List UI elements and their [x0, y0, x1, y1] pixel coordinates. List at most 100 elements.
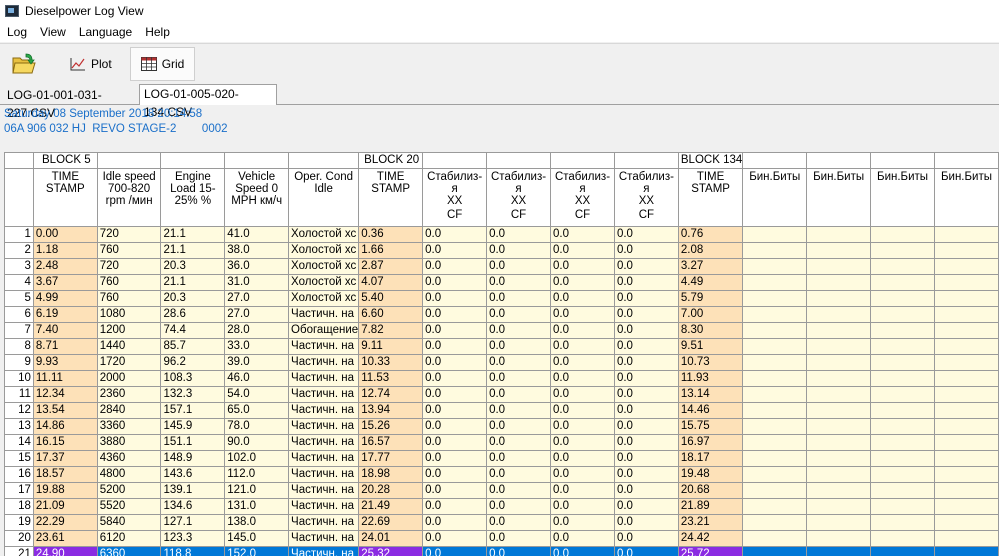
column-header[interactable]: Idle speed 700-820 rpm /мин [96, 168, 162, 227]
grid-cell[interactable]: 0.0 [613, 338, 679, 355]
grid-cell[interactable] [806, 322, 872, 339]
column-header[interactable]: Бин.Биты [806, 168, 872, 227]
grid-cell[interactable] [742, 306, 808, 323]
grid-cell[interactable]: 21.89 [677, 498, 744, 515]
grid-cell[interactable] [806, 450, 872, 467]
grid-cell[interactable]: 74.4 [160, 322, 226, 339]
grid-cell[interactable] [933, 546, 999, 556]
grid-cell[interactable]: 4.07 [358, 274, 424, 291]
grid-cell[interactable]: 20.3 [160, 258, 226, 275]
grid-cell[interactable] [742, 482, 808, 499]
grid-cell[interactable]: 2360 [96, 386, 162, 403]
grid-cell[interactable]: 0.0 [422, 530, 488, 547]
grid-cell[interactable]: 0.0 [422, 370, 488, 387]
grid-cell[interactable]: 21.49 [358, 498, 424, 515]
table-row[interactable]: 14 16.15 3880 151.1 90.0 Частичн. на 16.57 0.0 0… [4, 434, 999, 451]
grid-cell[interactable] [870, 546, 935, 556]
grid-cell[interactable]: 0.0 [550, 242, 615, 259]
grid-cell[interactable]: 0.0 [422, 514, 488, 531]
grid-cell[interactable]: Частичн. на [288, 466, 360, 483]
grid-cell[interactable] [870, 418, 935, 435]
table-row[interactable]: 5 4.99 760 20.3 27.0 Холостой хс 5.40 0.0 0.0 0.0… [4, 290, 999, 307]
grid-cell[interactable]: 0.0 [613, 402, 679, 419]
grid-cell[interactable]: 17.37 [32, 450, 98, 467]
grid-cell[interactable]: 0.0 [422, 306, 488, 323]
column-header[interactable]: TIME STAMP [32, 168, 98, 227]
grid-cell[interactable]: 22.69 [358, 514, 424, 531]
grid-cell[interactable] [933, 482, 999, 499]
grid-cell[interactable]: 0.0 [550, 434, 615, 451]
table-row[interactable]: 7 7.40 1200 74.4 28.0 Обогащение 7.82 0.0 0.0 0.0… [4, 322, 999, 339]
grid-cell[interactable]: 16.97 [677, 434, 744, 451]
grid-cell[interactable] [806, 498, 872, 515]
grid-cell[interactable]: 16.15 [32, 434, 98, 451]
menu-help[interactable]: Help [145, 25, 170, 39]
grid-cell[interactable]: 3.27 [677, 258, 744, 275]
grid-cell[interactable] [933, 418, 999, 435]
grid-cell[interactable]: 6120 [96, 530, 162, 547]
grid-cell[interactable] [870, 450, 935, 467]
grid-cell[interactable] [870, 434, 935, 451]
grid-cell[interactable]: 0.0 [550, 322, 615, 339]
grid-cell[interactable]: 0.0 [486, 338, 552, 355]
grid-cell[interactable] [933, 242, 999, 259]
grid-cell[interactable] [870, 530, 935, 547]
grid-cell[interactable]: 2.08 [677, 242, 744, 259]
grid-cell[interactable]: 102.0 [224, 450, 290, 467]
grid-cell[interactable]: 760 [96, 274, 162, 291]
grid-cell[interactable] [806, 306, 872, 323]
grid-cell[interactable]: 1080 [96, 306, 162, 323]
grid-cell[interactable]: 21.1 [160, 226, 226, 243]
grid-cell[interactable]: 0.0 [486, 322, 552, 339]
grid-cell[interactable]: 14.86 [32, 418, 98, 435]
open-button[interactable] [4, 47, 44, 81]
table-row[interactable]: 11 12.34 2360 132.3 54.0 Частичн. на 12.74 0.0 0… [4, 386, 999, 403]
grid-cell[interactable]: 0.0 [486, 546, 552, 556]
grid-cell[interactable]: 28.0 [224, 322, 290, 339]
grid-cell[interactable]: 0.0 [486, 402, 552, 419]
grid-cell[interactable]: 720 [96, 258, 162, 275]
grid-cell[interactable]: 23.21 [677, 514, 744, 531]
grid-cell[interactable]: 2000 [96, 370, 162, 387]
table-row[interactable]: 1 0.00 720 21.1 41.0 Холостой хс 0.36 0.0 0.0 0.0… [4, 226, 999, 243]
grid-cell[interactable]: Холостой хс [288, 290, 360, 307]
grid-cell[interactable] [806, 274, 872, 291]
grid-cell[interactable]: 760 [96, 290, 162, 307]
grid-cell[interactable]: 13.14 [677, 386, 744, 403]
grid-cell[interactable]: 20.68 [677, 482, 744, 499]
grid-cell[interactable]: Холостой хс [288, 274, 360, 291]
grid-cell[interactable]: 90.0 [224, 434, 290, 451]
grid-cell[interactable]: 23.61 [32, 530, 98, 547]
grid-cell[interactable]: 7.00 [677, 306, 744, 323]
grid-cell[interactable]: 24.01 [358, 530, 424, 547]
grid-cell[interactable]: 41.0 [224, 226, 290, 243]
grid-cell[interactable]: Частичн. на [288, 338, 360, 355]
grid-cell[interactable] [933, 402, 999, 419]
table-row[interactable]: 9 9.93 1720 96.2 39.0 Частичн. на 10.33 0.0 0.0 0… [4, 354, 999, 371]
grid-cell[interactable]: Холостой хс [288, 226, 360, 243]
grid-cell[interactable]: 3360 [96, 418, 162, 435]
grid-cell[interactable]: 4360 [96, 450, 162, 467]
grid-cell[interactable]: 38.0 [224, 242, 290, 259]
grid-cell[interactable] [870, 498, 935, 515]
grid-cell[interactable]: 145.0 [224, 530, 290, 547]
grid-cell[interactable]: Частичн. на [288, 370, 360, 387]
menu-language[interactable]: Language [78, 25, 133, 39]
grid-cell[interactable]: 4800 [96, 466, 162, 483]
grid-cell[interactable]: 27.0 [224, 290, 290, 307]
grid-cell[interactable]: 0.0 [486, 466, 552, 483]
table-row[interactable]: 4 3.67 760 21.1 31.0 Холостой хс 4.07 0.0 0.0 0.0… [4, 274, 999, 291]
grid-cell[interactable]: 19.48 [677, 466, 744, 483]
grid-cell[interactable] [870, 466, 935, 483]
grid-cell[interactable] [806, 434, 872, 451]
grid-cell[interactable]: 5200 [96, 482, 162, 499]
grid-cell[interactable] [742, 258, 808, 275]
grid-cell[interactable] [806, 354, 872, 371]
plot-button[interactable]: Plot [60, 47, 122, 81]
grid-cell[interactable]: 0.0 [422, 274, 488, 291]
grid-cell[interactable] [742, 546, 808, 556]
grid-cell[interactable] [806, 418, 872, 435]
grid-cell[interactable]: 2.48 [32, 258, 98, 275]
grid-cell[interactable] [933, 450, 999, 467]
grid-cell[interactable]: 18.98 [358, 466, 424, 483]
